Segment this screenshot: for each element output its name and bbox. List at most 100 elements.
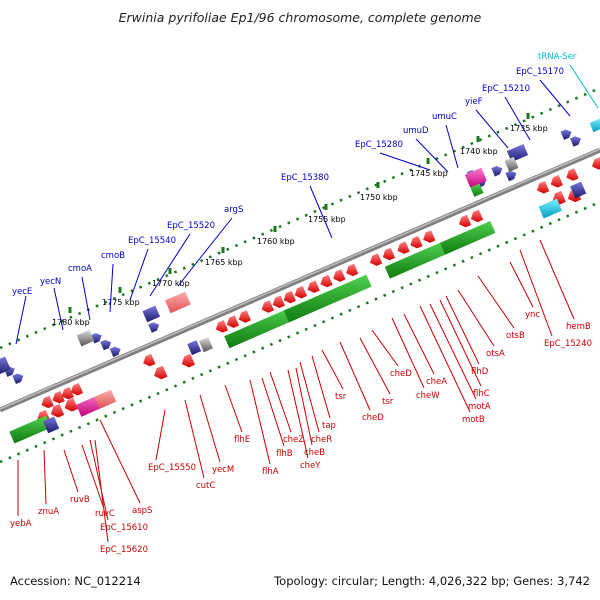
leader-line: [129, 248, 149, 301]
leader-line: [177, 217, 233, 287]
reverse-gene-arrow: [550, 175, 563, 188]
gene-label-reverse: otsB: [506, 331, 525, 341]
ruler-tick-label: 1770 kbp: [152, 279, 190, 288]
gene-block: [142, 305, 161, 323]
gene-label-forward: tRNA-Ser: [538, 52, 577, 62]
gene-block: [538, 198, 563, 219]
leader-line: [109, 263, 114, 313]
leader-line: [339, 341, 371, 411]
gene-label-reverse: znuA: [38, 507, 59, 517]
leader-line: [359, 337, 391, 395]
leader-line: [184, 399, 205, 479]
leader-line: [419, 305, 471, 413]
leader-line: [539, 79, 571, 117]
gene-label-reverse: EpC_15620: [100, 545, 148, 555]
leader-line: [321, 349, 344, 390]
gene-label-reverse: cheB: [304, 448, 325, 458]
gene-block: [589, 118, 600, 133]
forward-gene-arrow: [12, 373, 24, 385]
gene-label-reverse: ruvB: [70, 495, 90, 505]
reverse-gene-arrow: [369, 253, 383, 266]
gene-block: [464, 167, 487, 188]
leader-line: [475, 109, 509, 149]
leader-line: [53, 287, 64, 331]
gene-label-reverse: yecM: [212, 465, 234, 475]
gene-label-forward: EpC_15280: [355, 140, 403, 150]
reverse-gene-arrow: [592, 157, 600, 170]
reverse-gene-arrow: [64, 397, 78, 412]
gene-label-forward: argS: [224, 205, 243, 215]
ruler-tick-label: 1745 kbp: [410, 169, 448, 178]
reverse-gene-arrow: [272, 295, 285, 308]
gene-label-reverse: tsr: [335, 392, 347, 402]
gene-label-reverse: aspS: [132, 506, 152, 516]
leader-line: [429, 303, 477, 400]
forward-gene-arrow: [505, 170, 517, 182]
leader-line: [249, 379, 271, 465]
gene-label-reverse: ync: [525, 310, 540, 320]
accession-text: Accession: NC_012214: [10, 574, 141, 588]
gene-label-forward: umuD: [403, 126, 429, 136]
leader-line: [509, 261, 534, 308]
leader-line: [224, 384, 243, 433]
gene-label-reverse: tap: [322, 421, 336, 431]
gene-label-forward: EpC_15210: [482, 84, 530, 94]
gene-block: [570, 181, 587, 199]
reverse-gene-arrow: [61, 386, 74, 400]
leader-line: [379, 152, 431, 171]
forward-gene-arrow: [100, 339, 112, 351]
reverse-gene-arrow: [410, 235, 423, 249]
gene-label-reverse: EpC_15610: [100, 523, 148, 533]
gene-label-reverse: motB: [462, 415, 485, 425]
leader-line: [569, 64, 599, 109]
gene-label-reverse: cheY: [300, 461, 321, 471]
leader-line: [457, 289, 495, 347]
gene-label-reverse: cheA: [426, 377, 447, 387]
gene-label-reverse: cheD: [362, 413, 384, 423]
gene-label-forward: yecE: [12, 287, 32, 297]
gene-block: [165, 291, 191, 314]
gene-block: [0, 356, 11, 375]
leader-line: [287, 369, 309, 459]
leader-line: [391, 317, 425, 389]
ruler-tick-label: 1780 kbp: [52, 318, 90, 327]
gene-label-forward: EpC_15170: [516, 67, 564, 77]
reverse-gene-arrow: [238, 310, 252, 323]
gene-label-reverse: EpC_15240: [544, 339, 592, 349]
reverse-gene-arrow: [382, 247, 396, 261]
leader-line: [477, 275, 515, 329]
gene-label-reverse: tsr: [382, 397, 394, 407]
leader-line: [63, 449, 79, 493]
leader-line: [309, 185, 333, 239]
reverse-gene-arrow: [41, 395, 54, 409]
gene-label-reverse: hemB: [566, 322, 591, 332]
reverse-gene-arrow: [143, 353, 156, 367]
genome-summary: Topology: circular; Length: 4,026,322 bp…: [274, 574, 590, 588]
gene-label-forward: EpC_15380: [281, 173, 329, 183]
leader-line: [269, 371, 292, 433]
gene-label-reverse: cheW: [416, 391, 440, 401]
operon-block: [439, 220, 496, 255]
leader-line: [415, 138, 449, 173]
gene-label-reverse: ruvC: [95, 509, 115, 519]
gene-label-reverse: flhA: [262, 467, 279, 477]
reverse-gene-arrow: [536, 180, 550, 194]
gene-block: [94, 389, 117, 409]
leader-line: [504, 96, 531, 141]
gene-label-forward: EpC_15520: [167, 221, 215, 231]
gene-label-forward: cmoA: [68, 264, 92, 274]
operon-block: [9, 415, 52, 444]
reverse-gene-arrow: [333, 269, 346, 282]
forward-gene-arrow: [109, 346, 121, 358]
reverse-gene-arrow: [397, 241, 410, 254]
reverse-gene-arrow: [50, 403, 65, 418]
gene-block: [199, 337, 213, 353]
gene-label-reverse: motA: [468, 402, 491, 412]
reverse-gene-arrow: [458, 214, 472, 228]
gene-label-reverse: cutC: [196, 481, 215, 491]
reverse-gene-arrow: [307, 280, 320, 293]
gene-label-reverse: yebA: [10, 519, 32, 529]
gene-block: [43, 416, 60, 434]
gene-label-forward: EpC_15540: [128, 236, 176, 246]
